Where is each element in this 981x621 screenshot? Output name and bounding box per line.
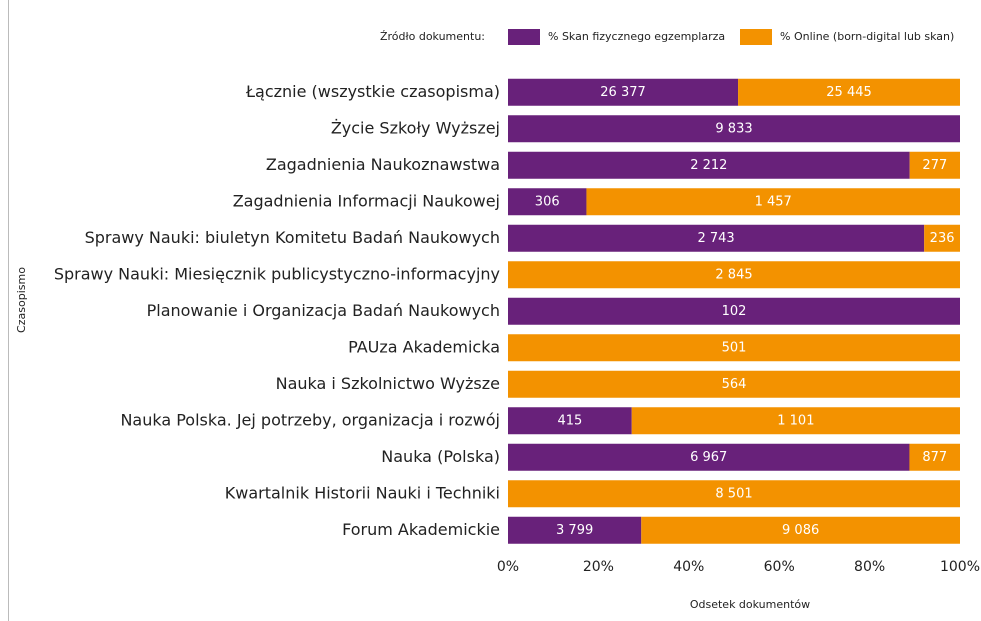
data-label: 415: [557, 413, 582, 428]
data-label: 102: [722, 304, 747, 319]
bar-segment: [508, 297, 960, 325]
data-label: 6 967: [690, 450, 727, 465]
x-axis-title: Odsetek dokumentów: [690, 598, 810, 611]
bar-segment: [508, 443, 910, 471]
x-tick-label: 100%: [940, 559, 980, 575]
data-label: 306: [535, 194, 560, 209]
category-label: Zagadnienia Informacji Naukowej: [233, 191, 500, 210]
bar-segment: [631, 407, 960, 435]
category-label: Planowanie i Organizacja Badań Naukowych: [147, 301, 500, 320]
bar-segment: [508, 188, 587, 216]
category-label: Łącznie (wszystkie czasopisma): [245, 82, 500, 101]
bar-segment: [909, 443, 960, 471]
x-tick-label: 40%: [673, 559, 704, 575]
data-label: 236: [930, 231, 955, 246]
category-label: Nauka i Szkolnictwo Wyższe: [276, 374, 500, 393]
legend-swatch: [508, 29, 540, 45]
data-label: 26 377: [600, 85, 646, 100]
data-label: 564: [722, 377, 747, 392]
x-tick-label: 80%: [854, 559, 885, 575]
data-label: 1 457: [755, 194, 792, 209]
bar-segment: [909, 151, 960, 179]
data-label: 2 743: [697, 231, 734, 246]
data-label: 3 799: [556, 523, 593, 538]
legend-label: % Skan fizycznego egzemplarza: [548, 30, 725, 43]
data-label: 877: [922, 450, 947, 465]
x-tick-label: 0%: [497, 559, 519, 575]
category-label: Sprawy Nauki: biuletyn Komitetu Badań Na…: [85, 228, 500, 247]
data-label: 9 833: [715, 121, 752, 136]
bar-segment: [738, 78, 960, 106]
bar-segment: [586, 188, 960, 216]
data-label: 2 212: [690, 158, 727, 173]
bar-segment: [641, 516, 960, 544]
bar-segment: [508, 78, 739, 106]
category-label: Życie Szkoły Wyższej: [331, 118, 500, 137]
bar-segment: [924, 224, 960, 252]
data-label: 9 086: [782, 523, 819, 538]
data-label: 501: [722, 340, 747, 355]
category-label: Zagadnienia Naukoznawstwa: [266, 155, 500, 174]
bar-segment: [508, 407, 632, 435]
bar-segment: [508, 334, 960, 362]
bar-segment: [508, 480, 960, 508]
bar-segment: [508, 115, 960, 143]
x-tick-label: 20%: [583, 559, 614, 575]
category-label: Nauka Polska. Jej potrzeby, organizacja …: [120, 410, 500, 429]
category-label: PAUza Akademicka: [348, 337, 500, 356]
bar-segment: [508, 370, 960, 398]
data-label: 8 501: [715, 486, 752, 501]
bar-segment: [508, 516, 642, 544]
legend-title: Źródło dokumentu:: [380, 30, 485, 43]
category-label: Forum Akademickie: [342, 520, 500, 539]
bar-segment: [508, 224, 925, 252]
category-label: Nauka (Polska): [381, 447, 500, 466]
y-axis-title: Czasopismo: [15, 267, 28, 333]
bar-segment: [508, 261, 960, 289]
data-label: 1 101: [777, 413, 814, 428]
data-label: 277: [922, 158, 947, 173]
data-label: 2 845: [715, 267, 752, 282]
legend-label: % Online (born-digital lub skan): [780, 30, 954, 43]
category-label: Kwartalnik Historii Nauki i Techniki: [225, 483, 500, 502]
data-label: 25 445: [826, 85, 872, 100]
category-label: Sprawy Nauki: Miesięcznik publicystyczno…: [54, 264, 500, 283]
bar-segment: [508, 151, 910, 179]
x-tick-label: 60%: [764, 559, 795, 575]
legend-swatch: [740, 29, 772, 45]
